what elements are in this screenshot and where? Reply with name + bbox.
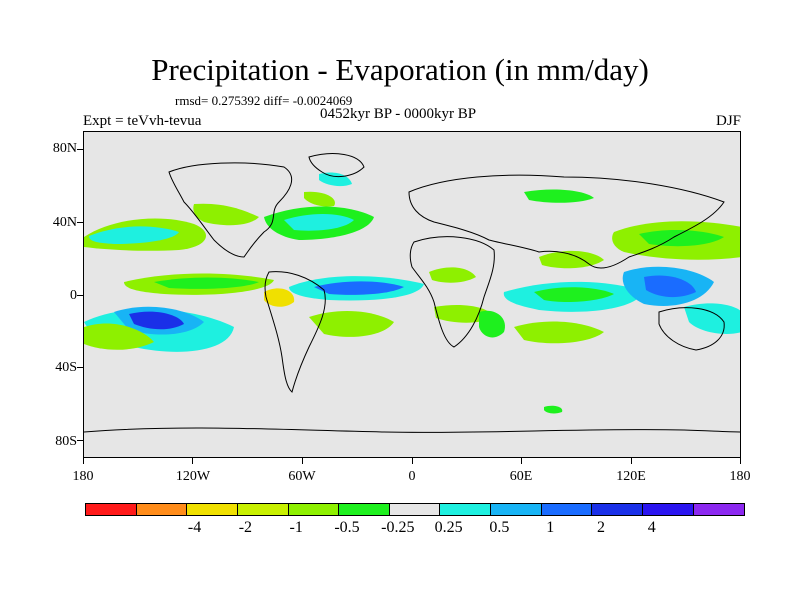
time-period-label: 0452kyr BP - 0000kyr BP bbox=[320, 106, 477, 122]
pme-field-map bbox=[84, 153, 740, 433]
coast-africa bbox=[409, 236, 495, 348]
plot-title: Precipitation - Evaporation (in mm/day) bbox=[151, 52, 649, 87]
coast-antarctica bbox=[84, 427, 740, 433]
lon-tick bbox=[740, 458, 741, 464]
anomaly-s-indian bbox=[514, 321, 604, 344]
lat-label-40n: 40N bbox=[52, 215, 77, 230]
lon-tick bbox=[412, 458, 413, 464]
anomaly-s-pacific-core bbox=[129, 311, 184, 330]
colorbar-swatch bbox=[86, 504, 137, 515]
season-label: DJF bbox=[715, 113, 741, 129]
anomaly-africa bbox=[429, 267, 476, 283]
colorbar-label: 0.5 bbox=[489, 519, 510, 536]
colorbar-swatch bbox=[339, 504, 390, 515]
anomaly-arabian-sea bbox=[539, 250, 604, 269]
lat-tick bbox=[77, 367, 83, 368]
anomaly-amazon bbox=[264, 288, 295, 307]
lon-tick bbox=[192, 458, 193, 464]
colorbar-swatch bbox=[187, 504, 238, 515]
rmsd-diff-stats: rmsd= 0.275392 diff= -0.0024069 bbox=[175, 93, 353, 108]
anomaly-nw-pacific-core bbox=[89, 226, 179, 244]
anomaly-w-pacific-core bbox=[639, 230, 724, 247]
colorbar-swatch bbox=[288, 504, 340, 515]
lat-tick bbox=[77, 295, 83, 296]
lat-label-80n: 80N bbox=[52, 141, 77, 156]
anomaly-s-ocean bbox=[544, 405, 563, 414]
colorbar-label: -4 bbox=[187, 519, 202, 536]
colorbar-swatch bbox=[693, 504, 745, 515]
map-panel bbox=[83, 131, 741, 458]
lon-label-180e: 180 bbox=[729, 469, 751, 484]
colorbar-label: -0.25 bbox=[381, 519, 415, 536]
colorbar-swatch bbox=[440, 504, 492, 515]
anomaly-maritime-continent-core bbox=[644, 275, 696, 298]
anomaly-n-atlantic-core bbox=[284, 214, 354, 231]
colorbar-label: 2 bbox=[597, 519, 605, 536]
lat-label-eq: 0 bbox=[70, 288, 77, 303]
lon-tick bbox=[631, 458, 632, 464]
lon-label-60e: 60E bbox=[509, 469, 533, 484]
colorbar-label: 4 bbox=[647, 519, 656, 536]
lat-label-40s: 40S bbox=[55, 360, 77, 375]
anomaly-labrador bbox=[304, 191, 335, 207]
lon-label-0: 0 bbox=[408, 469, 416, 484]
colorbar-swatch bbox=[389, 504, 441, 515]
lat-tick bbox=[77, 222, 83, 223]
colorbar-swatch bbox=[643, 504, 694, 515]
lon-label-180w: 180 bbox=[72, 469, 94, 484]
anomaly-s-atlantic bbox=[309, 310, 394, 337]
experiment-label: Expt = teVvh-tevua bbox=[83, 113, 202, 129]
colorbar-label: -0.5 bbox=[334, 519, 360, 536]
colorbar-swatch bbox=[592, 504, 644, 515]
anomaly-atlantic-itcz-core bbox=[314, 281, 404, 295]
colorbar-swatch bbox=[541, 504, 593, 515]
coastlines bbox=[84, 153, 740, 433]
colorbar bbox=[85, 503, 746, 516]
anomaly-e-pacific-itcz-core bbox=[154, 277, 259, 289]
anomaly-madagascar bbox=[479, 310, 505, 338]
lon-tick bbox=[521, 458, 522, 464]
lat-label-80s: 80S bbox=[55, 434, 77, 449]
colorbar-swatch bbox=[136, 504, 188, 515]
coast-south-america bbox=[264, 271, 326, 393]
colorbar-swatch bbox=[237, 504, 289, 515]
colorbar-label: -1 bbox=[289, 519, 303, 536]
colorbar-label: 1 bbox=[546, 519, 555, 536]
colorbar-label: -2 bbox=[238, 519, 253, 536]
anomaly-greenland-sea bbox=[319, 172, 352, 187]
lon-tick bbox=[83, 458, 84, 464]
anomaly-indian-ocean-core bbox=[534, 287, 614, 302]
anomaly-sw-pacific bbox=[684, 303, 740, 334]
coast-greenland bbox=[308, 153, 365, 178]
anomaly-s-pacific-south bbox=[84, 323, 154, 350]
lon-tick bbox=[302, 458, 303, 464]
anomaly-arctic bbox=[524, 189, 594, 203]
colorbar-label: 0.25 bbox=[434, 519, 463, 536]
lat-tick bbox=[77, 440, 83, 441]
anomaly-n-pacific-east bbox=[193, 203, 259, 226]
coast-australia bbox=[658, 307, 725, 351]
lon-label-120w: 120W bbox=[175, 469, 211, 484]
colorbar-swatch bbox=[491, 504, 542, 515]
coast-eurasia bbox=[408, 174, 725, 269]
lon-label-60w: 60W bbox=[288, 469, 316, 484]
coast-north-america bbox=[168, 162, 293, 258]
lon-label-120e: 120E bbox=[616, 469, 646, 484]
lat-tick bbox=[77, 149, 83, 150]
